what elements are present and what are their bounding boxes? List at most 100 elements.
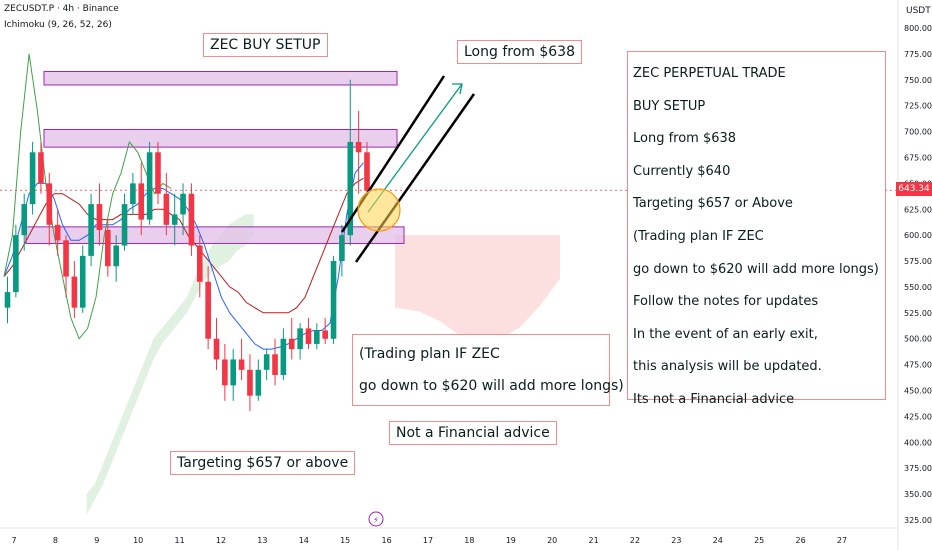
- candle-body: [138, 183, 145, 220]
- y-tick-label: 475.00: [904, 361, 932, 370]
- trade-summary-panel[interactable]: ZEC PERPETUAL TRADE BUY SETUP Long from …: [627, 51, 886, 407]
- candle-body: [205, 281, 211, 339]
- y-tick-label: 725.00: [904, 102, 932, 111]
- x-tick-label: 9: [94, 536, 99, 545]
- x-tick-label: 12: [216, 536, 226, 545]
- x-tick-label: 19: [506, 536, 516, 545]
- panel-line: Follow the notes for updates: [633, 294, 819, 310]
- plan-line-1: (Trading plan IF ZEC: [359, 346, 500, 362]
- y-tick-label: 450.00: [904, 387, 932, 396]
- candle-body: [105, 229, 111, 267]
- y-tick-label: 700.00: [904, 128, 932, 137]
- candle-body: [347, 141, 354, 236]
- x-tick-label: 24: [713, 536, 723, 545]
- long-note[interactable]: Long from $638: [457, 40, 582, 64]
- panel-line: (Trading plan IF ZEC: [633, 228, 764, 244]
- candle-body: [113, 245, 119, 267]
- candle-body: [13, 235, 19, 293]
- channel-lower: [354, 93, 476, 263]
- panel-line: go down to $620 will add more longs): [633, 261, 879, 277]
- panel-line: this analysis will be updated.: [633, 359, 822, 375]
- x-tick-label: 20: [547, 536, 557, 545]
- panel-line: Long from $638: [633, 131, 737, 147]
- x-tick-label: 10: [133, 536, 143, 545]
- candle-body: [247, 369, 253, 396]
- lightning-icon: [368, 511, 384, 527]
- y-tick-label: 500.00: [904, 335, 932, 344]
- x-tick-label: 21: [589, 536, 599, 545]
- y-tick-label: 325.00: [904, 516, 932, 525]
- disclaimer-note[interactable]: Not a Financial advice: [389, 421, 557, 445]
- panel-line: Its not a Financial advice: [633, 391, 795, 407]
- x-tick-label: 17: [423, 536, 433, 545]
- candle-body: [163, 193, 170, 225]
- x-tick-label: 7: [11, 536, 16, 545]
- candle-body: [280, 338, 287, 375]
- indicator-label[interactable]: Ichimoku (9, 26, 52, 26): [4, 20, 112, 30]
- candle-body: [79, 255, 86, 308]
- y-tick-label: 350.00: [904, 490, 932, 499]
- y-tick-label: 425.00: [904, 412, 932, 421]
- y-tick-label: 750.00: [904, 76, 932, 85]
- y-tick-label: 525.00: [904, 309, 932, 318]
- cloud-bearish: [395, 235, 560, 340]
- candle-body: [54, 224, 61, 241]
- panel-line: ZEC PERPETUAL TRADE: [633, 66, 786, 81]
- current-price-tag: 643.34: [896, 182, 932, 196]
- title-note[interactable]: ZEC BUY SETUP: [203, 33, 328, 57]
- x-tick-label: 15: [340, 536, 350, 545]
- x-tick-label: 8: [53, 536, 58, 545]
- candle-body: [230, 359, 237, 386]
- x-tick-label: 22: [630, 536, 640, 545]
- candle-body: [238, 359, 245, 370]
- y-tick-label: 600.00: [904, 231, 932, 240]
- y-tick-label: 375.00: [904, 464, 932, 473]
- title-text: ZEC BUY SETUP: [210, 37, 321, 53]
- candle-body: [188, 193, 195, 246]
- candle-body: [288, 338, 295, 350]
- candle-body: [155, 152, 161, 194]
- candle-body: [314, 330, 320, 344]
- buy-zone: [43, 129, 398, 148]
- candle-body: [63, 240, 69, 277]
- plan-note[interactable]: (Trading plan IF ZEC go down to $620 wil…: [352, 334, 624, 406]
- target-text: Targeting $657 or above: [177, 455, 349, 471]
- target-note[interactable]: Targeting $657 or above: [170, 451, 356, 475]
- candle-body: [213, 338, 220, 360]
- buy-zone: [25, 226, 405, 244]
- buy-zone: [43, 71, 398, 86]
- candle-body: [180, 193, 186, 215]
- y-tick-label: 675.00: [904, 153, 932, 162]
- candle-body: [96, 204, 103, 230]
- candle-body: [171, 214, 178, 225]
- y-tick-label: 400.00: [904, 438, 932, 447]
- candle-body: [29, 152, 36, 205]
- candle-body: [297, 328, 303, 350]
- candle-body: [146, 152, 153, 220]
- candle-body: [38, 152, 44, 184]
- candle-body: [330, 261, 337, 339]
- target-arrow-head: [452, 83, 463, 95]
- cloud-bullish: [86, 214, 254, 515]
- candle-body: [4, 292, 11, 308]
- panel-line: BUY SETUP: [633, 98, 706, 114]
- candle-body: [355, 141, 362, 153]
- chikou-line: [3, 53, 172, 340]
- entry-circle: [357, 188, 401, 232]
- candle-body: [196, 245, 203, 282]
- candle-body: [272, 354, 278, 375]
- x-tick-label: 25: [754, 536, 764, 545]
- panel-line: Currently $640: [633, 163, 731, 179]
- long-text: Long from $638: [464, 44, 575, 60]
- disclaimer-text: Not a Financial advice: [396, 425, 550, 441]
- kijun-line: [3, 177, 364, 314]
- y-tick-label: 625.00: [904, 205, 932, 214]
- candle-body: [88, 204, 94, 256]
- symbol-header[interactable]: ZECUSDT.P · 4h · Binance: [4, 4, 119, 14]
- candle-body: [364, 152, 370, 191]
- candle-body: [339, 235, 345, 262]
- panel-line: In the event of an early exit,: [633, 326, 818, 342]
- y-tick-label: 575.00: [904, 257, 932, 266]
- plan-line-2: go down to $620 will add more longs): [359, 378, 624, 394]
